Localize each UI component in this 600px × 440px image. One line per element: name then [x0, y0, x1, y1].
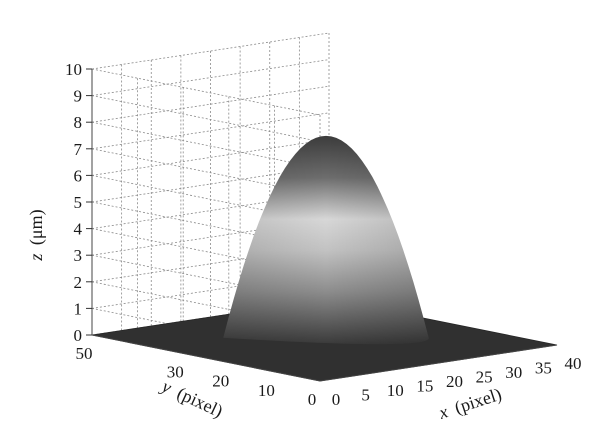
x-axis-line — [319, 344, 558, 382]
x-tick-label: 15 — [416, 377, 433, 396]
z-tick-label: 9 — [74, 87, 83, 106]
x-tick-label: 25 — [476, 368, 493, 387]
y-tick-label: 10 — [258, 381, 275, 400]
x-tick-label: 10 — [387, 381, 404, 400]
y-tick-label: 20 — [212, 372, 229, 391]
z-tick-label: 5 — [74, 193, 83, 212]
x-tick-label: 40 — [565, 354, 582, 373]
z-tick-label: 6 — [74, 166, 83, 185]
z-tick-label: 7 — [74, 140, 83, 159]
x-tick-label: 35 — [535, 359, 552, 378]
z-tick-label: 1 — [74, 299, 83, 318]
x-tick-label: 5 — [361, 386, 370, 405]
z-tick-label: 10 — [65, 60, 82, 79]
y-axis: 0 10 20 30 50 — [76, 334, 321, 409]
z-tick-label: 4 — [74, 220, 83, 239]
x-tick-label: 20 — [446, 372, 463, 391]
x-axis: 0 5 10 15 20 25 30 35 40 — [319, 344, 582, 409]
z-tick-label: 0 — [74, 326, 83, 345]
y-tick-label: 50 — [76, 344, 93, 363]
x-tick-label: 0 — [332, 390, 341, 409]
y-axis-line — [91, 334, 321, 382]
z-tick-label: 2 — [74, 273, 83, 292]
y-tick-label: 30 — [167, 362, 184, 381]
z-axis-label: z (μm) — [26, 209, 47, 261]
z-tick-label: 8 — [74, 113, 83, 132]
x-tick-label: 30 — [505, 363, 522, 382]
z-tick-label: 3 — [74, 246, 83, 265]
y-tick-label: 0 — [308, 390, 317, 409]
z-axis: 0 1 2 3 4 5 6 7 8 9 10 — [65, 60, 93, 345]
dome-surface — [223, 135, 429, 345]
